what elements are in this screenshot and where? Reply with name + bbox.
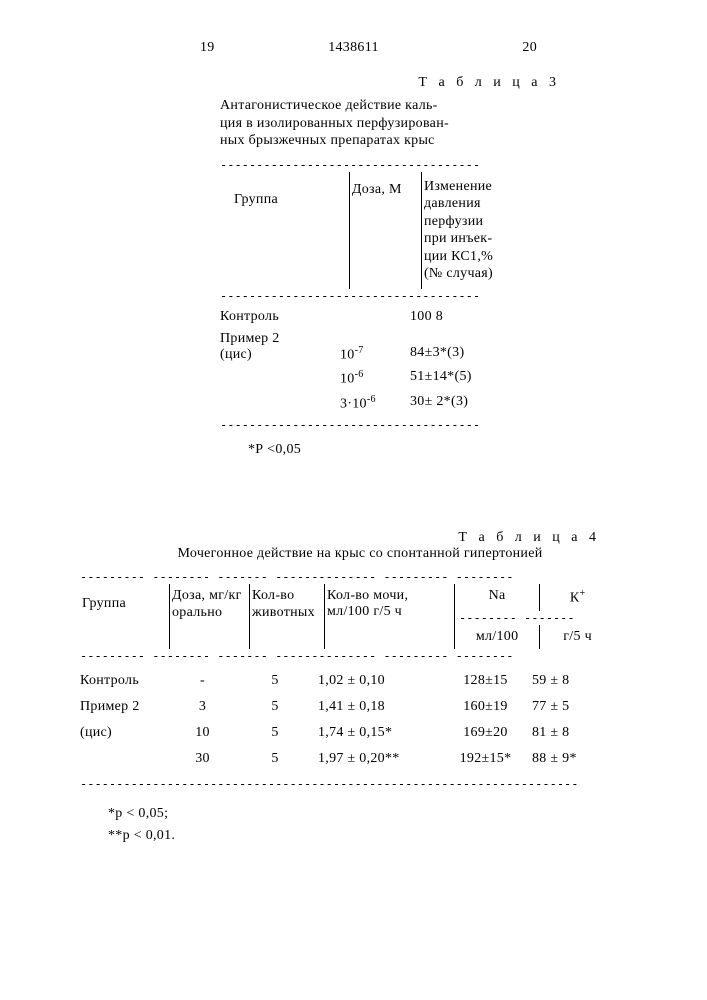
cell bbox=[220, 369, 340, 388]
cell: 3 bbox=[165, 699, 240, 715]
col-header: Кол-во животных bbox=[249, 584, 324, 649]
cell: 192±15* bbox=[443, 751, 528, 767]
col-header-k: К+ bbox=[539, 584, 615, 611]
cell: 5 bbox=[240, 673, 310, 689]
cell: 30± 2*(3) bbox=[410, 394, 550, 413]
sub-header: г/5 ч bbox=[539, 625, 615, 649]
caption-line: ных брызжечных препаратах крыс bbox=[220, 133, 435, 148]
cell: 59 ± 8 bbox=[528, 673, 607, 689]
col-header-group: Na К+ -------- ------- мл/100 г/5 ч bbox=[454, 584, 615, 649]
header-line: перфузии bbox=[424, 214, 483, 229]
table3-header-row: Группа Доза, М Изменение давления перфуз… bbox=[220, 172, 560, 289]
table3-footnote: *Р <0,05 bbox=[248, 442, 560, 458]
table-row: Пример 2 (цис) 10-7 84±3*(3) bbox=[220, 331, 560, 364]
cell: 81 ± 8 bbox=[528, 725, 607, 741]
table4-label: Т а б л и ц а 4 bbox=[80, 530, 600, 546]
divider: ----------------------------------------… bbox=[80, 777, 640, 791]
cell: 1,02 ± 0,10 bbox=[310, 673, 443, 689]
col-header: Кол-во мочи, мл/100 г/5 ч bbox=[324, 584, 454, 649]
cell: 51±14*(5) bbox=[410, 369, 550, 388]
cell: 88 ± 9* bbox=[528, 751, 607, 767]
cell: 10-7 bbox=[340, 331, 410, 364]
table-row: (цис) 10 5 1,74 ± 0,15* 169±20 81 ± 8 bbox=[80, 725, 640, 741]
table4-footnotes: *р < 0,05; **р < 0,01. bbox=[108, 803, 640, 848]
caption-line: Антагонистическое действие каль- bbox=[220, 98, 438, 113]
cell-line: Пример 2 bbox=[220, 331, 280, 346]
table3-label: Т а б л и ц а 3 bbox=[220, 75, 560, 91]
cell: 77 ± 5 bbox=[528, 699, 607, 715]
table-4: Т а б л и ц а 4 Мочегонное действие на к… bbox=[80, 530, 640, 847]
dose-base: 10 bbox=[340, 347, 355, 362]
cell: 160±19 bbox=[443, 699, 528, 715]
col-header-change: Изменение давления перфузии при инъек- ц… bbox=[421, 172, 560, 289]
cell: 5 bbox=[240, 725, 310, 741]
col-header: Группа bbox=[80, 584, 169, 649]
col-header-na: Na bbox=[455, 584, 539, 611]
sub-header: мл/100 bbox=[455, 625, 539, 649]
cell bbox=[220, 394, 340, 413]
table4-caption: Мочегонное действие на крыс со спонтанно… bbox=[80, 546, 640, 562]
divider: ------------------------------------ bbox=[220, 158, 560, 172]
cell: 1,74 ± 0,15* bbox=[310, 725, 443, 741]
cell: 30 bbox=[165, 751, 240, 767]
cell: 1,97 ± 0,20** bbox=[310, 751, 443, 767]
cell: Контроль bbox=[80, 673, 165, 689]
dose-exp: -7 bbox=[355, 345, 364, 356]
caption-line: ция в изолированных перфузирован- bbox=[220, 116, 449, 131]
cell: 5 bbox=[240, 751, 310, 767]
col-header-dose: Доза, М bbox=[349, 172, 421, 289]
dose-exp: -6 bbox=[355, 369, 364, 380]
table-3: Т а б л и ц а 3 Антагонистическое действ… bbox=[220, 75, 560, 458]
cell: 84±3*(3) bbox=[410, 331, 550, 364]
table-row: Контроль - 5 1,02 ± 0,10 128±15 59 ± 8 bbox=[80, 673, 640, 689]
table-row: Контроль 100 8 bbox=[220, 309, 560, 325]
divider: ------------------------------------ bbox=[220, 289, 560, 303]
cell: 3·10-6 bbox=[340, 394, 410, 413]
col-header: Доза, мг/кг орально bbox=[169, 584, 249, 649]
cell: Пример 2 (цис) bbox=[220, 331, 340, 364]
col-header-group: Группа bbox=[220, 172, 349, 289]
table-row: Пример 2 3 5 1,41 ± 0,18 160±19 77 ± 5 bbox=[80, 699, 640, 715]
table-row: 30 5 1,97 ± 0,20** 192±15* 88 ± 9* bbox=[80, 751, 640, 767]
cell: Пример 2 bbox=[80, 699, 165, 715]
dose-exp: -6 bbox=[367, 394, 376, 405]
cell: - bbox=[165, 673, 240, 689]
header-line: ции КС1,% bbox=[424, 249, 493, 264]
divider: ------------------------------------ bbox=[220, 418, 560, 432]
dose-base: 10 bbox=[340, 372, 355, 387]
header-line: давления bbox=[424, 196, 481, 211]
cell: (цис) bbox=[80, 725, 165, 741]
cell: 128±15 bbox=[443, 673, 528, 689]
dose-base: 3·10 bbox=[340, 396, 367, 411]
cell: 10 bbox=[165, 725, 240, 741]
divider: --------- -------- ------- -------------… bbox=[80, 649, 640, 663]
sub-divider: -------- ------- bbox=[455, 611, 615, 625]
header-line: Изменение bbox=[424, 179, 492, 194]
cell: 100 8 bbox=[410, 309, 550, 325]
cell-line: (цис) bbox=[220, 347, 252, 362]
table3-caption: Антагонистическое действие каль- ция в и… bbox=[220, 97, 560, 150]
footnote: **р < 0,01. bbox=[108, 825, 640, 847]
document-number: 1438611 bbox=[328, 40, 379, 56]
table-row: 3·10-6 30± 2*(3) bbox=[220, 394, 560, 413]
footnote: *р < 0,05; bbox=[108, 803, 640, 825]
cell: 1,41 ± 0,18 bbox=[310, 699, 443, 715]
cell: Контроль bbox=[220, 309, 340, 325]
page-number-right: 20 bbox=[522, 40, 537, 56]
cell bbox=[80, 751, 165, 767]
table-row: 10-6 51±14*(5) bbox=[220, 369, 560, 388]
cell: 5 bbox=[240, 699, 310, 715]
divider: --------- -------- ------- -------------… bbox=[80, 570, 640, 584]
k-label: К bbox=[570, 591, 580, 606]
cell: 169±20 bbox=[443, 725, 528, 741]
header-line: при инъек- bbox=[424, 231, 492, 246]
table4-header-row: Группа Доза, мг/кг орально Кол-во животн… bbox=[80, 584, 640, 649]
page-number-left: 19 bbox=[200, 40, 215, 56]
cell: 10-6 bbox=[340, 369, 410, 388]
k-sup: + bbox=[579, 588, 585, 599]
cell bbox=[340, 309, 410, 325]
header-line: (№ случая) bbox=[424, 266, 493, 281]
